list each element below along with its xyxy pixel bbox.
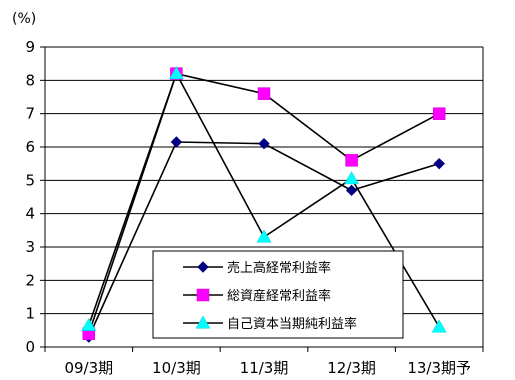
series-markers	[81, 66, 447, 343]
legend-swatch-marker	[197, 261, 209, 273]
y-tick-label: 3	[25, 238, 35, 256]
legend-entry-label: 売上高経常利益率	[227, 260, 331, 276]
y-tick-label: 7	[25, 105, 35, 123]
series-1-point	[345, 184, 358, 197]
legend-swatch-marker	[196, 288, 210, 302]
series-3-point	[81, 317, 97, 331]
series-1-point	[170, 136, 183, 148]
y-tick-label: 9	[25, 38, 35, 56]
y-tick-label: 0	[25, 338, 35, 356]
series-1-point	[433, 157, 445, 170]
series-3-point	[431, 319, 447, 333]
y-tick-label: 5	[25, 171, 35, 189]
legend-entry-label: 自己資本当期純利益率	[227, 316, 357, 332]
y-tick-label: 1	[25, 305, 35, 323]
x-tick-label: 09/3期	[64, 359, 113, 377]
series-3-point	[256, 229, 272, 243]
y-tick-label: 4	[25, 205, 35, 223]
series-3-point	[344, 171, 360, 185]
series-1-point	[258, 137, 270, 150]
y-tick-label: 6	[25, 138, 35, 156]
y-tick-label: 2	[25, 271, 35, 289]
y-tick-label: 8	[25, 71, 35, 89]
axes: 0 1 2 3 4 5 6 7 8 9 09/3期 10/3期 11/3期 12/3期 13/3期予	[25, 38, 484, 377]
legend-entry-label: 総資産経常利益率	[227, 288, 331, 304]
x-tick-label: 11/3期	[240, 359, 289, 377]
x-tick-label: 13/3期予	[407, 359, 471, 377]
y-axis-unit-label: (%)	[12, 11, 36, 27]
x-tick-label: 12/3期	[327, 359, 376, 377]
series-2-point	[257, 87, 271, 100]
series-2-point	[432, 107, 446, 120]
legend-swatch-marker	[195, 315, 211, 329]
series-3-point	[168, 66, 184, 80]
series-2-point	[345, 154, 358, 167]
x-tick-label: 10/3期	[152, 359, 201, 377]
